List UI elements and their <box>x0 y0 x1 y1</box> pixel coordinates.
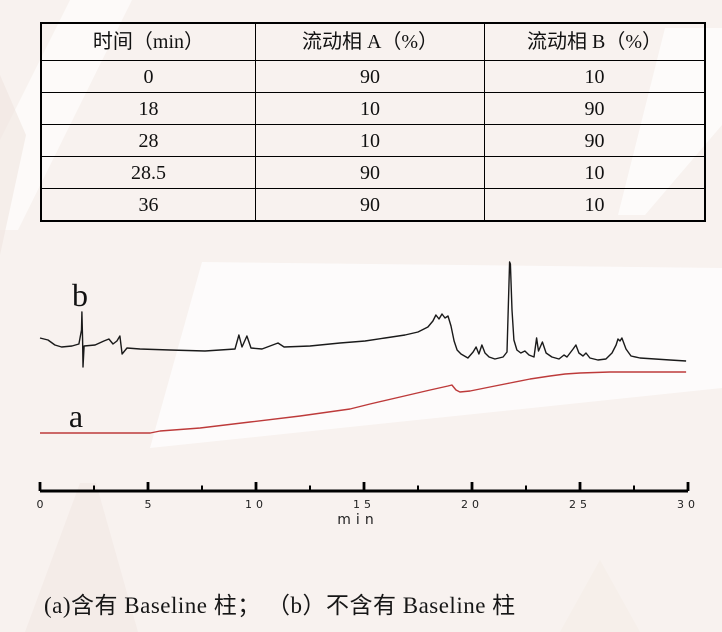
table-cell: 90 <box>254 188 486 222</box>
trace-label-b: b <box>72 277 88 313</box>
table-row: 28.5 90 10 <box>40 156 706 189</box>
x-axis-minor-tick <box>93 485 95 491</box>
table-header-cell: 时间（min） <box>40 22 256 61</box>
x-axis-minor-tick <box>525 485 527 491</box>
table-cell: 10 <box>484 188 706 222</box>
table-cell: 0 <box>40 60 256 93</box>
gradient-table-header: 时间（min） 流动相 A（%） 流动相 B（%） <box>40 22 706 61</box>
x-axis-major-tick <box>254 482 258 491</box>
x-axis-title: min <box>337 512 378 528</box>
table-header-row: 时间（min） 流动相 A（%） 流动相 B（%） <box>40 22 706 61</box>
table-cell: 90 <box>484 92 706 125</box>
table-cell: 36 <box>40 188 256 222</box>
x-axis-tick-label: 0 <box>37 498 44 511</box>
table-header-cell: 流动相 A（%） <box>254 22 486 61</box>
table-cell: 10 <box>254 124 486 157</box>
x-axis-minor-tick <box>309 485 311 491</box>
x-axis-tick-label: 25 <box>569 498 591 511</box>
chromatogram-plot: b a 0 5 10 15 20 25 30 min <box>37 261 699 528</box>
table-cell: 10 <box>484 60 706 93</box>
x-axis-minor-tick <box>201 485 203 491</box>
x-axis-tick-label: 30 <box>677 498 699 511</box>
x-axis-minor-tick <box>417 485 419 491</box>
gradient-table: 时间（min） 流动相 A（%） 流动相 B（%） 0 90 10 18 10 90 28 10 9… <box>40 22 706 222</box>
table-cell: 90 <box>254 156 486 189</box>
table-row: 28 10 90 <box>40 124 706 157</box>
table-cell: 90 <box>254 60 486 93</box>
x-axis-tick-label: 20 <box>461 498 483 511</box>
table-cell: 18 <box>40 92 256 125</box>
figure-caption: (a)含有 Baseline 柱； （b）不含有 Baseline 柱 <box>44 593 516 618</box>
table-cell: 90 <box>484 124 706 157</box>
x-axis-major-tick <box>686 482 690 491</box>
x-axis-tick-label: 15 <box>353 498 375 511</box>
table-header-cell: 流动相 B（%） <box>484 22 706 61</box>
gradient-table-body: 0 90 10 18 10 90 28 10 90 28.5 90 10 36 90 10 <box>40 60 706 222</box>
table-cell: 28.5 <box>40 156 256 189</box>
x-axis-major-tick <box>578 482 582 491</box>
table-row: 0 90 10 <box>40 60 706 93</box>
x-axis-major-tick <box>362 482 366 491</box>
table-row: 36 90 10 <box>40 188 706 222</box>
table-cell: 28 <box>40 124 256 157</box>
x-axis-major-tick <box>146 482 150 491</box>
table-cell: 10 <box>484 156 706 189</box>
x-axis-major-tick <box>38 482 42 491</box>
trace-label-a: a <box>69 398 83 434</box>
trace-a <box>40 371 687 434</box>
x-axis-minor-tick <box>633 485 635 491</box>
table-row: 18 10 90 <box>40 92 706 125</box>
x-axis-tick-label: 5 <box>145 498 152 511</box>
x-axis-tick-label: 10 <box>245 498 267 511</box>
table-cell: 10 <box>254 92 486 125</box>
trace-b <box>39 261 687 368</box>
x-axis-major-tick <box>470 482 474 491</box>
